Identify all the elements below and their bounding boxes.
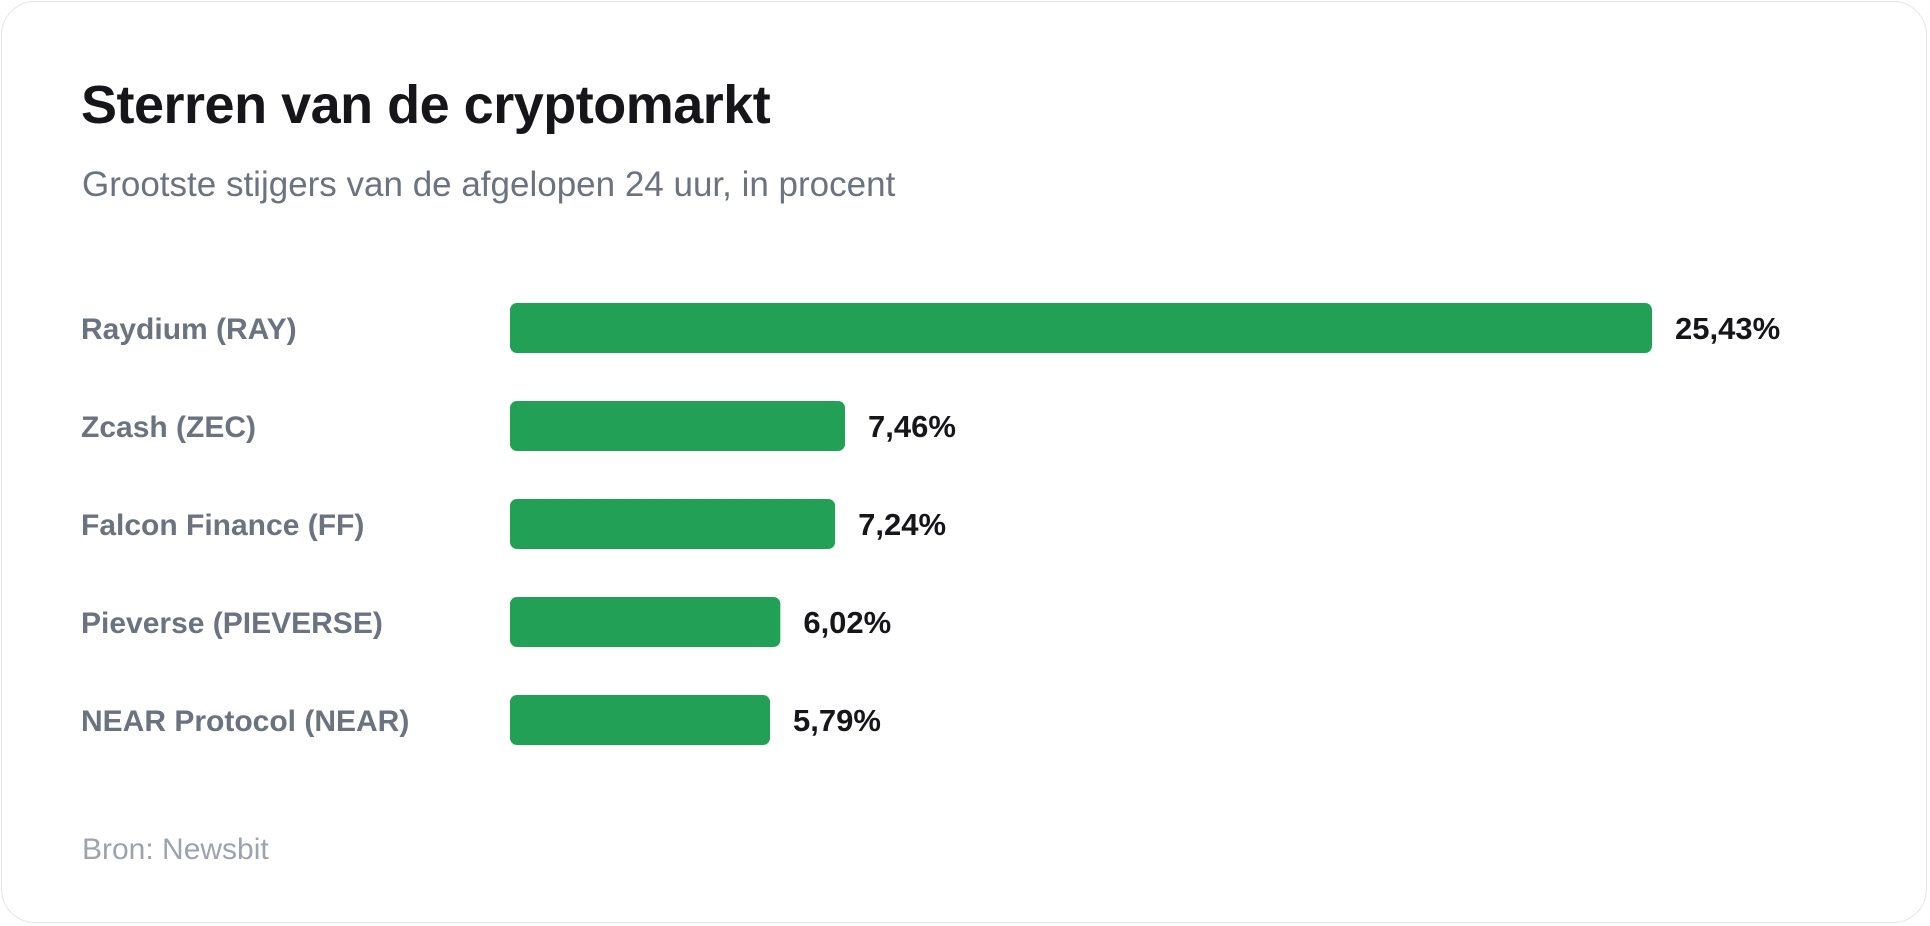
value-label: 25,43%	[1675, 311, 1780, 346]
bar	[510, 401, 846, 451]
chart-title: Sterren van de cryptomarkt	[81, 75, 771, 135]
category-label: NEAR Protocol (NEAR)	[81, 705, 409, 738]
category-label: Falcon Finance (FF)	[81, 509, 364, 542]
value-label: 7,24%	[858, 507, 946, 542]
bar	[510, 695, 771, 745]
value-label: 5,79%	[793, 703, 881, 738]
source-note: Bron: Newsbit	[82, 833, 269, 866]
bar	[510, 499, 836, 549]
value-label: 6,02%	[803, 605, 891, 640]
chart-subtitle: Grootste stijgers van de afgelopen 24 uu…	[82, 165, 896, 204]
category-label: Zcash (ZEC)	[81, 411, 256, 444]
category-label: Pieverse (PIEVERSE)	[81, 607, 383, 640]
bar	[510, 597, 781, 647]
category-label: Raydium (RAY)	[81, 313, 297, 346]
value-label: 7,46%	[868, 409, 956, 444]
bar	[510, 303, 1652, 353]
